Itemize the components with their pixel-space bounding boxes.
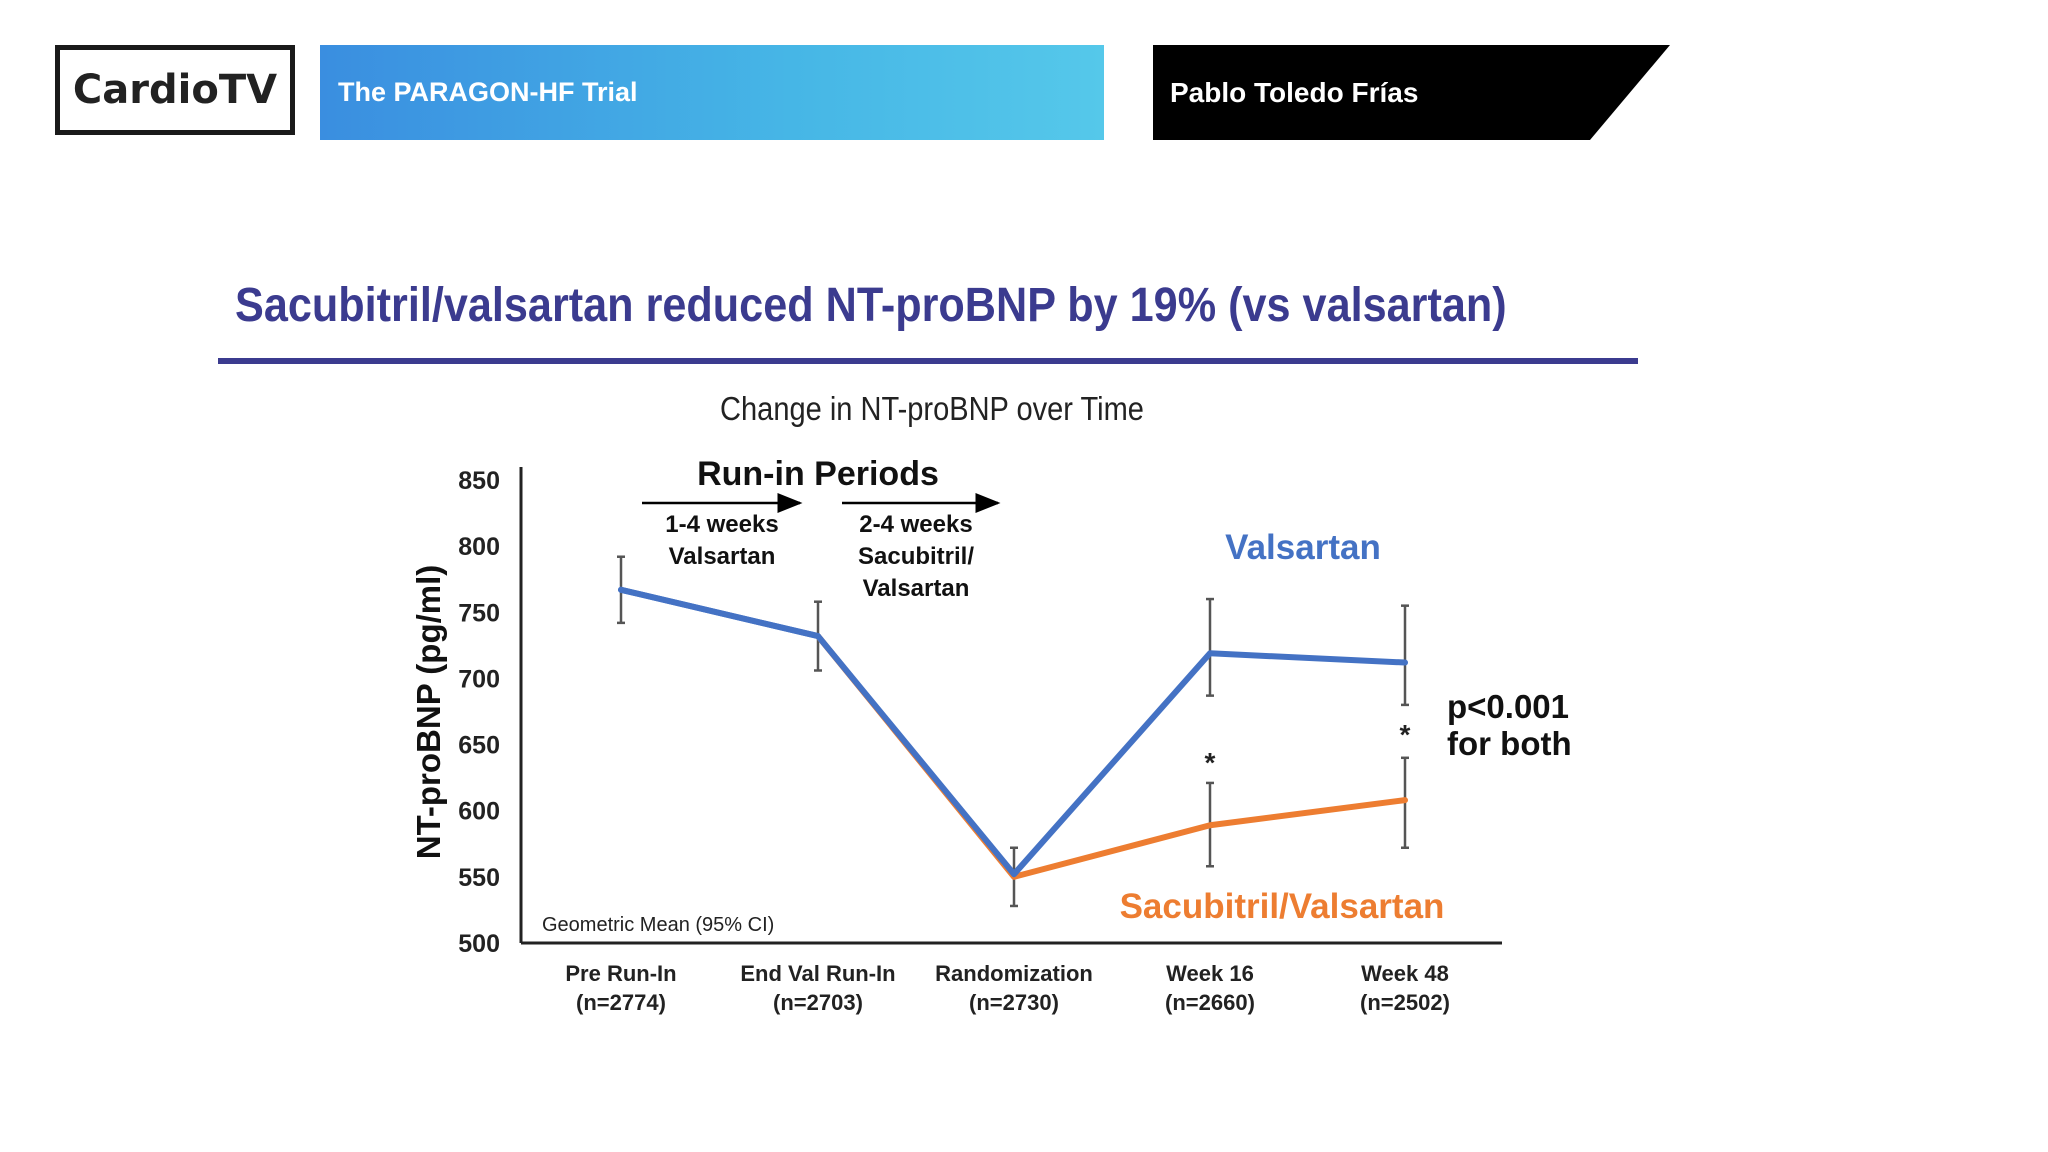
geometric-mean-footnote: Geometric Mean (95% CI): [542, 914, 774, 936]
x-tick-n-label: (n=2730): [969, 990, 1059, 1015]
slide-headline: Sacubitril/valsartan reduced NT-proBNP b…: [235, 279, 1507, 332]
sacubitril-valsartan-line: [815, 633, 1408, 880]
run-in-title: Run-in Periods: [697, 455, 939, 493]
x-tick-n-label: (n=2703): [773, 990, 863, 1015]
speaker-banner-shape: [1153, 45, 1670, 140]
y-tick-label: 750: [458, 599, 500, 627]
y-tick-label: 850: [458, 467, 500, 495]
significance-marker-week16: *: [1205, 747, 1216, 778]
y-axis-label: NT-proBNP (pg/ml): [410, 565, 447, 860]
valsartan-run-in-line: [618, 586, 821, 640]
run-in-period2-text: 2-4 weeks: [859, 511, 972, 538]
valsartan-label: Valsartan: [1225, 528, 1381, 567]
p-value-text: p<0.001: [1447, 688, 1569, 725]
x-tick-label: End Val Run-In: [740, 961, 895, 986]
x-tick-n-label: (n=2502): [1360, 990, 1450, 1015]
cardiotv-logo: CardioTV: [55, 45, 295, 135]
x-tick-n-label: (n=2660): [1165, 990, 1255, 1015]
run-in-period1-text: 1-4 weeks: [665, 511, 778, 538]
y-tick-label: 550: [458, 864, 500, 892]
run-in-period1-text: Valsartan: [669, 543, 776, 570]
x-tick-label: Week 16: [1166, 961, 1254, 986]
y-tick-label: 600: [458, 798, 500, 826]
x-tick-label: Week 48: [1361, 961, 1449, 986]
y-tick-label: 700: [458, 665, 500, 693]
run-in-period2-text: Valsartan: [863, 575, 970, 602]
speaker-name: Pablo Toledo Frías: [1170, 76, 1419, 108]
speaker-banner: Pablo Toledo Frías: [1153, 45, 1670, 140]
trial-title: The PARAGON-HF Trial: [338, 77, 638, 107]
x-tick-label: Pre Run-In: [565, 961, 676, 986]
y-tick-label: 650: [458, 732, 500, 760]
x-tick-n-label: (n=2774): [576, 990, 666, 1015]
logo-text: CardioTV: [72, 67, 278, 113]
y-tick-label: 500: [458, 930, 500, 958]
p-value-text: for both: [1447, 725, 1572, 762]
sacubitril-valsartan-label: Sacubitril/Valsartan: [1120, 887, 1445, 926]
run-in-period2-text: Sacubitril/: [858, 543, 974, 570]
y-tick-label: 800: [458, 533, 500, 561]
x-tick-label: Randomization: [935, 961, 1093, 986]
significance-marker-week48: *: [1400, 719, 1411, 750]
chart-title: Change in NT-proBNP over Time: [720, 390, 1144, 427]
valsartan-line: [618, 586, 1408, 878]
trial-title-bar: The PARAGON-HF Trial: [320, 45, 1104, 140]
headline-rule: [218, 358, 1638, 364]
